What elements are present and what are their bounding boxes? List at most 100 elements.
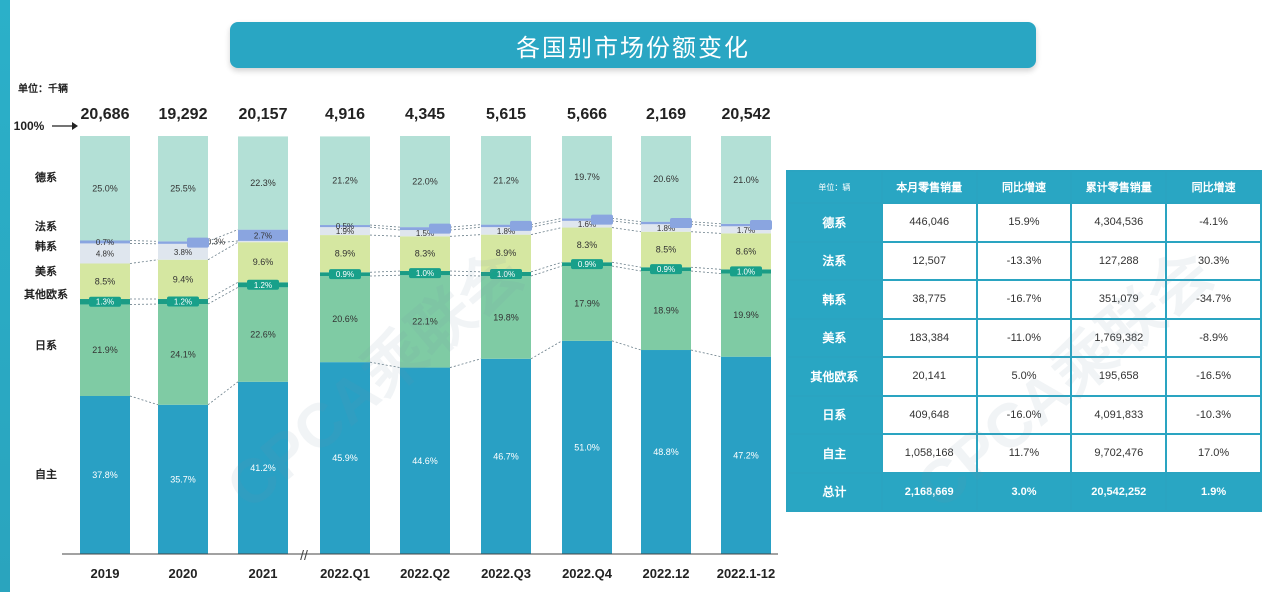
- faxi-marker: [429, 223, 451, 234]
- data-label-dexi: 21.0%: [733, 175, 759, 185]
- bar-segment-zizhu: [481, 358, 531, 554]
- bar-segment-dexi: [481, 136, 531, 225]
- value-badge-qita: [490, 268, 522, 279]
- connector-line: [207, 241, 239, 261]
- bar-total-label: 20,686: [81, 106, 130, 123]
- value-badge-qita: [650, 264, 682, 275]
- bar-segment-faxi: [320, 225, 370, 228]
- bar-segment-meixi: [80, 263, 130, 300]
- faxi-marker: [750, 220, 772, 231]
- data-label-hanxi: 1.7%: [737, 226, 755, 235]
- connector-line: [611, 217, 642, 223]
- data-label-dexi: 20.6%: [653, 174, 679, 184]
- table-row: 日系 409,648 -16.0% 4,091,833 -10.3%: [788, 396, 1260, 433]
- bar-total-label: 4,345: [405, 106, 445, 123]
- data-label-zizhu: 44.6%: [412, 456, 438, 466]
- legend-label-rixi: 日系: [35, 338, 57, 352]
- bar-segment-rixi: [320, 276, 370, 363]
- bar-segment-hanxi: [158, 243, 208, 260]
- bar-segment-hanxi: [562, 220, 612, 228]
- data-label-meixi: 8.5%: [656, 244, 677, 254]
- bar-segment-meixi: [158, 259, 208, 300]
- data-label-dexi: 25.0%: [92, 183, 118, 193]
- sales-table-container: 单位：辆 本月零售销量 同比增速 累计零售销量 同比增速 德系 446,046 …: [786, 170, 1262, 512]
- x-tick-label: 2022.Q1: [320, 566, 370, 581]
- connector-line: [129, 259, 159, 264]
- data-label-rixi: 19.9%: [733, 310, 759, 320]
- unit-label: 单位：千辆: [18, 84, 68, 95]
- connector-line: [690, 349, 722, 358]
- cell-monthly-sales: 12,507: [882, 242, 976, 279]
- connector-line: [611, 265, 642, 272]
- connector-line: [449, 234, 482, 237]
- value-badge-qita: [89, 296, 121, 307]
- bar-segment-rixi: [641, 271, 691, 351]
- connector-line: [611, 220, 642, 225]
- bar-segment-meixi: [481, 234, 531, 272]
- connector-line: [690, 221, 722, 225]
- total-monthly-growth: 3.0%: [977, 473, 1071, 510]
- x-tick-label: 2022.12: [643, 566, 690, 581]
- connector-line: [530, 220, 563, 228]
- data-label-rixi: 18.9%: [653, 306, 679, 316]
- connector-line: [129, 240, 159, 242]
- bar-segment-meixi: [320, 235, 370, 273]
- data-label-zizhu: 51.0%: [574, 442, 600, 452]
- stacked-bar-chart: 37.8% 21.9% 1.3% 8.5% 4.8% 0.7% 25.0% 35.7% 24.1…: [14, 106, 778, 581]
- bar-segment-faxi: [238, 229, 288, 241]
- cell-cumulative-growth: -8.9%: [1167, 319, 1260, 356]
- cell-cumulative-sales: 4,091,833: [1072, 396, 1166, 433]
- cell-cumulative-growth: -34.7%: [1167, 281, 1260, 318]
- legend-label-zizhu: 自主: [35, 467, 57, 481]
- data-label-rixi: 22.6%: [250, 330, 276, 340]
- bar-segment-hanxi: [721, 226, 771, 234]
- value-badge-qita: [247, 279, 279, 290]
- data-label-faxi: 0.5%: [336, 222, 354, 231]
- connector-line: [530, 265, 563, 277]
- bar-segment-rixi: [158, 304, 208, 405]
- bar-segment-faxi: [562, 218, 612, 221]
- data-label-dexi: 21.2%: [493, 175, 519, 185]
- bar-segment-zizhu: [641, 350, 691, 554]
- total-cumulative-growth: 1.9%: [1167, 473, 1260, 510]
- connector-line: [611, 227, 642, 233]
- bar-segment-dexi: [80, 136, 130, 241]
- cell-monthly-growth: 15.9%: [977, 204, 1071, 241]
- data-label-dexi: 21.2%: [332, 176, 358, 186]
- bar-segment-faxi: [80, 240, 130, 244]
- bar-segment-zizhu: [80, 395, 130, 554]
- connector-line: [207, 240, 239, 245]
- data-label-qita: 0.9%: [657, 265, 675, 274]
- cell-monthly-growth: 5.0%: [977, 358, 1071, 395]
- data-label-meixi: 8.9%: [496, 248, 517, 258]
- bar-segment-dexi: [562, 136, 612, 219]
- cell-monthly-sales: 446,046: [882, 204, 976, 241]
- data-label-zizhu: 35.7%: [170, 474, 196, 484]
- data-label-rixi: 21.9%: [92, 345, 118, 355]
- bar-segment-meixi: [721, 233, 771, 270]
- bar-segment-rixi: [238, 287, 288, 382]
- data-label-qita: 1.3%: [96, 298, 114, 307]
- cell-cumulative-growth: 30.3%: [1167, 242, 1260, 279]
- connector-line: [690, 223, 722, 227]
- row-label: 自主: [788, 435, 881, 472]
- legend-label-qita: 其他欧系: [24, 287, 68, 301]
- connector-line: [369, 270, 401, 273]
- bar-segment-zizhu: [721, 356, 771, 554]
- row-label: 德系: [788, 204, 881, 241]
- row-label: 韩系: [788, 281, 881, 318]
- cell-cumulative-growth: -4.1%: [1167, 204, 1260, 241]
- cell-cumulative-sales: 195,658: [1072, 358, 1166, 395]
- data-label-meixi: 8.9%: [335, 249, 356, 259]
- table-header-cumulative-sales: 累计零售销量: [1072, 172, 1166, 202]
- data-label-dexi: 19.7%: [574, 172, 600, 182]
- data-label-rixi: 17.9%: [574, 298, 600, 308]
- bar-segment-zizhu: [158, 404, 208, 554]
- value-badge-qita: [730, 266, 762, 277]
- bar-segment-meixi: [562, 227, 612, 263]
- data-label-zizhu: 45.9%: [332, 453, 358, 463]
- connector-line: [369, 361, 401, 368]
- connector-line: [530, 340, 563, 360]
- bar-segment-zizhu: [320, 362, 370, 554]
- bar-segment-dexi: [721, 136, 771, 224]
